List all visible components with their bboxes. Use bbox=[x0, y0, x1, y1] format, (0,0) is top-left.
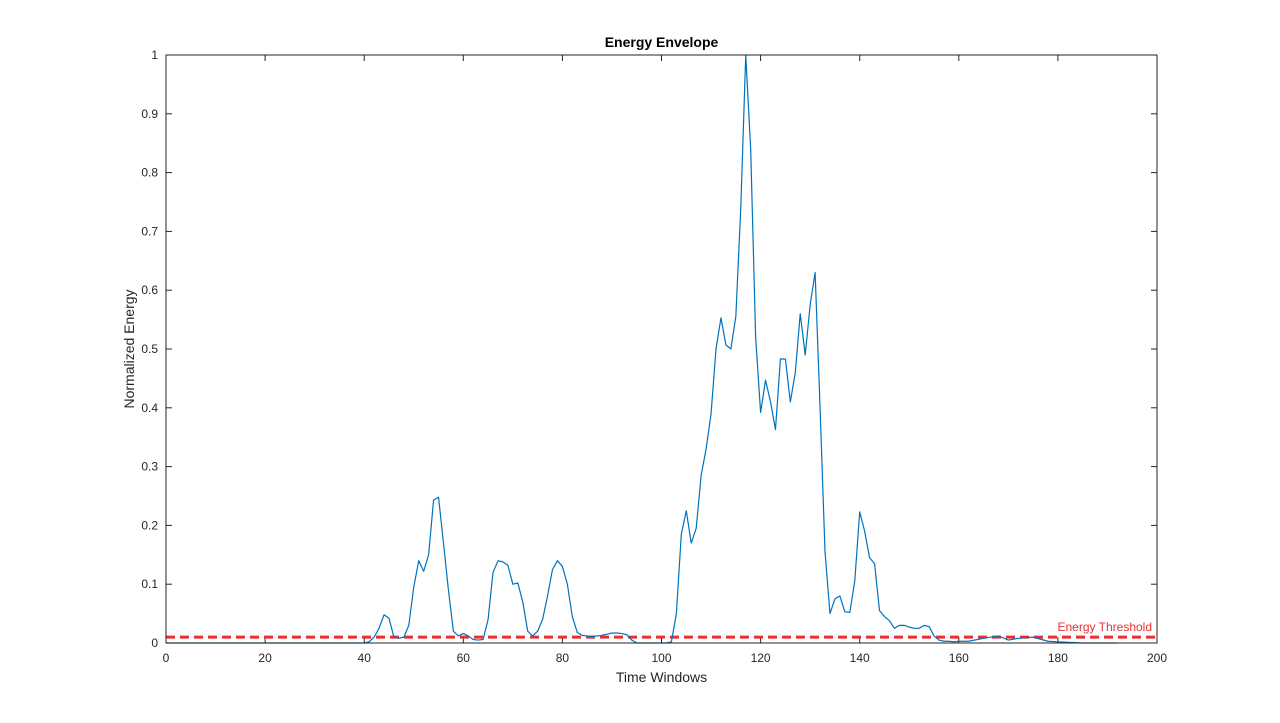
axis-tick-labels: 0 20 40 60 80 100 120 140 160 180 200 0 0.1 0.2 0.3 0.4… bbox=[141, 48, 1167, 665]
series-layer bbox=[166, 54, 1118, 644]
y-tick-label: 0.8 bbox=[141, 166, 158, 180]
x-tick-label: 140 bbox=[850, 651, 870, 665]
y-tick-label: 0 bbox=[151, 636, 158, 650]
y-axis-label: Normalized Energy bbox=[121, 289, 137, 408]
threshold-layer: Energy Threshold bbox=[166, 620, 1157, 639]
x-tick-label: 180 bbox=[1048, 651, 1068, 665]
plot-area bbox=[166, 55, 1157, 643]
x-tick-label: 60 bbox=[457, 651, 471, 665]
x-tick-label: 160 bbox=[949, 651, 969, 665]
threshold-label: Energy Threshold bbox=[1058, 620, 1153, 634]
y-tick-label: 1 bbox=[151, 48, 158, 62]
x-tick-label: 80 bbox=[556, 651, 570, 665]
y-tick-label: 0.4 bbox=[141, 401, 158, 415]
y-tick-label: 0.7 bbox=[141, 224, 158, 238]
x-axis-label: Time Windows bbox=[616, 669, 707, 685]
chart-title: Energy Envelope bbox=[605, 34, 719, 50]
y-tick-label: 0.5 bbox=[141, 342, 158, 356]
plot-frame bbox=[165, 54, 1158, 644]
x-tick-label: 200 bbox=[1147, 651, 1167, 665]
x-tick-label: 100 bbox=[651, 651, 671, 665]
x-tick-label: 120 bbox=[751, 651, 771, 665]
x-tick-label: 40 bbox=[358, 651, 372, 665]
y-tick-label: 0.2 bbox=[141, 518, 158, 532]
y-tick-label: 0.9 bbox=[141, 107, 158, 121]
y-tick-label: 0.1 bbox=[141, 577, 158, 591]
energy-series-line bbox=[166, 54, 1118, 644]
y-tick-label: 0.6 bbox=[141, 283, 158, 297]
y-tick-label: 0.3 bbox=[141, 460, 158, 474]
x-tick-label: 0 bbox=[163, 651, 170, 665]
x-tick-label: 20 bbox=[258, 651, 272, 665]
